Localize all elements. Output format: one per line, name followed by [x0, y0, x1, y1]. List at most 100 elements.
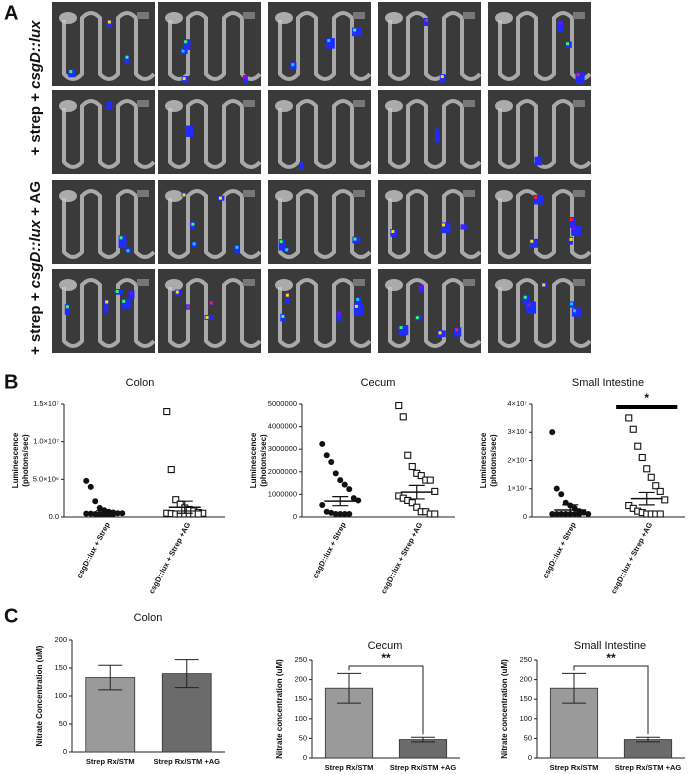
data-point: [553, 511, 560, 517]
y-tick-label: 3000000: [268, 444, 297, 453]
y-tick-label: 100: [294, 714, 307, 723]
y-axis-label: Nitrate Concentration (uM): [35, 645, 44, 746]
signal: [182, 77, 186, 81]
intestine: [388, 189, 482, 259]
chart-title: Small Intestine: [572, 377, 644, 389]
row-label: + strep + csgD::lux: [27, 20, 44, 156]
x-tick-label: csgD::lux + Strep +AG: [147, 521, 192, 596]
signal: [572, 226, 576, 230]
y-tick-label: 150: [519, 694, 532, 703]
data-point: [634, 442, 642, 450]
y-tick-label: 1.5×10⁷: [33, 399, 59, 408]
signal: [244, 76, 248, 80]
cecum: [165, 12, 183, 24]
data-point: [332, 470, 339, 477]
signal: [192, 242, 196, 246]
signal: [285, 248, 289, 252]
signal: [327, 39, 331, 43]
signal: [204, 314, 214, 321]
y-tick-label: 200: [54, 635, 67, 644]
signal: [572, 309, 576, 313]
intestine: [498, 99, 592, 169]
signal: [391, 230, 395, 234]
data-point: [404, 451, 412, 459]
data-point: [643, 465, 651, 473]
signal: [118, 235, 127, 249]
signal: [182, 193, 186, 197]
y-axis-label: (photons/sec): [489, 434, 498, 487]
x-tick-label: Strep Rx/STM +AG: [390, 763, 457, 772]
data-point: [328, 459, 335, 466]
scale-mark: [463, 190, 475, 197]
y-tick-label: 1.0×10⁷: [33, 437, 59, 446]
y-tick-label: 50: [524, 733, 532, 742]
cecum: [165, 100, 183, 112]
signal: [234, 244, 240, 254]
data-point: [323, 508, 330, 515]
signal: [68, 69, 76, 78]
data-point: [167, 466, 175, 474]
signal: [354, 304, 358, 308]
x-tick-label: Strep Rx/STM: [325, 763, 374, 772]
significance-label: *: [644, 391, 649, 405]
y-tick-label: 4×10⁷: [507, 399, 527, 408]
cecum: [275, 190, 293, 202]
signal: [571, 225, 582, 236]
signal: [337, 311, 341, 315]
signal: [104, 299, 109, 314]
signal: [558, 21, 562, 25]
data-point: [163, 407, 171, 416]
intestine: [278, 99, 372, 169]
cecum: [275, 12, 293, 24]
data-point: [656, 487, 664, 495]
signal: [415, 316, 419, 320]
x-tick-label: Strep Rx/STM +AG: [154, 757, 221, 766]
data-point: [119, 510, 126, 517]
scale-mark: [243, 100, 255, 107]
intestine: [62, 278, 156, 348]
intestine: [498, 11, 592, 81]
panel-label: B: [4, 371, 18, 393]
signal: [398, 325, 409, 336]
data-point: [341, 511, 348, 517]
signal: [107, 20, 111, 24]
scale-mark: [463, 100, 475, 107]
cecum: [495, 12, 513, 24]
signal: [65, 305, 69, 309]
y-tick-label: 1000000: [268, 489, 297, 498]
x-tick-label: csgD::lux + Strep: [541, 520, 578, 579]
scale-mark: [353, 12, 365, 19]
intestine: [388, 278, 482, 348]
signal: [522, 294, 530, 305]
y-tick-label: 3×10⁷: [507, 427, 527, 436]
intestine: [168, 189, 262, 259]
cecum: [59, 100, 77, 112]
scale-mark: [573, 12, 585, 19]
signal: [285, 293, 289, 297]
data-point: [553, 485, 560, 492]
signal: [121, 298, 131, 309]
signal: [119, 236, 123, 240]
y-tick-label: 0.0: [49, 512, 59, 521]
signal: [69, 70, 73, 74]
row-label-part: + strep +: [27, 89, 44, 156]
signal: [186, 305, 190, 309]
y-tick-label: 1×10⁷: [507, 484, 527, 493]
intestine: [388, 99, 482, 169]
chart-title: Colon: [134, 612, 163, 624]
signal: [185, 125, 194, 137]
signal: [64, 304, 70, 315]
scale-mark: [243, 190, 255, 197]
data-point: [417, 472, 425, 480]
panel-label: C: [4, 605, 18, 627]
data-point: [399, 413, 407, 421]
data-point: [549, 429, 556, 436]
data-point: [346, 511, 353, 517]
y-axis-label: Luminescence: [479, 432, 488, 488]
cecum: [385, 100, 403, 112]
intestine: [388, 11, 482, 81]
intestine: [278, 189, 372, 259]
signal: [105, 300, 109, 304]
signal: [455, 328, 459, 332]
y-tick-label: 0: [523, 512, 527, 521]
